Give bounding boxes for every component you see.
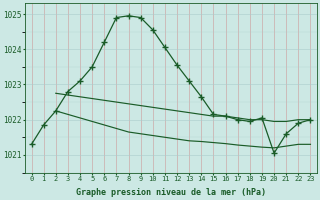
X-axis label: Graphe pression niveau de la mer (hPa): Graphe pression niveau de la mer (hPa)	[76, 188, 266, 197]
